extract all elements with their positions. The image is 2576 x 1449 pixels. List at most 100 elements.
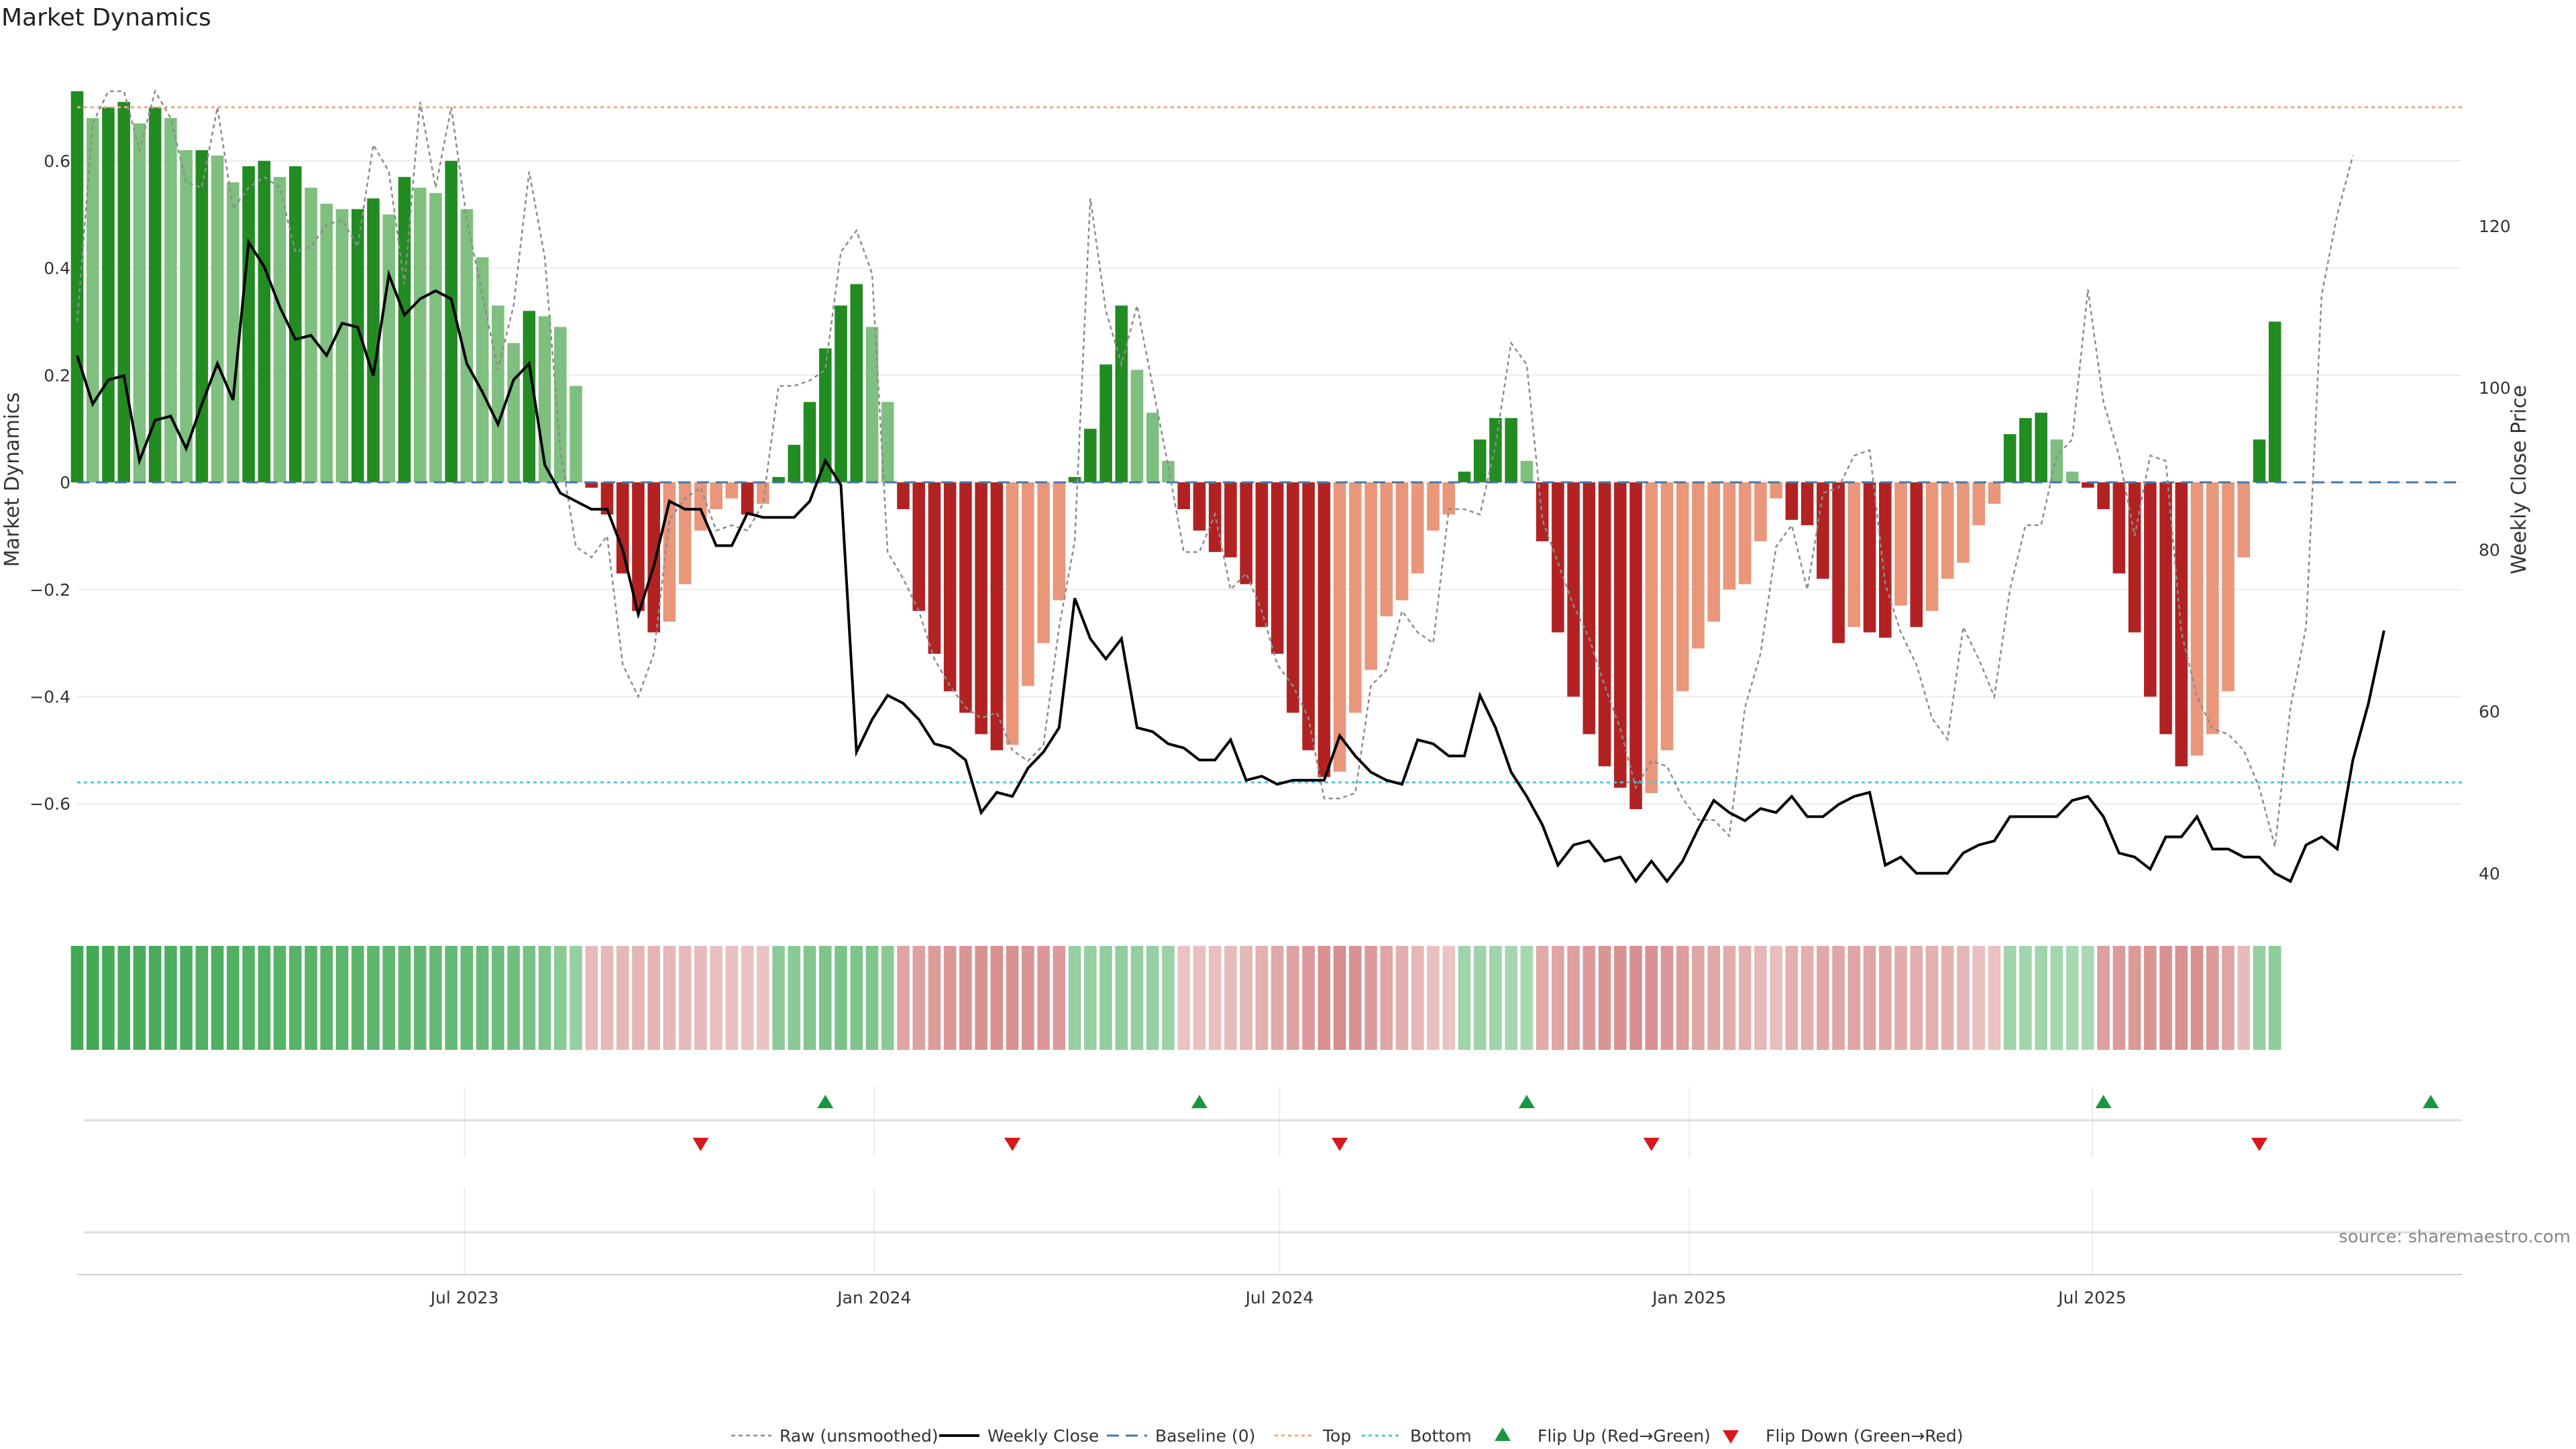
heat-cell [819,946,832,1050]
bar [2268,321,2282,483]
bar [1240,482,1252,584]
heat-cell [585,946,598,1050]
legend-label: Weekly Close [987,1426,1099,1446]
heat-cell [850,946,863,1050]
bar [850,284,863,483]
heat-cell [1832,946,1845,1050]
bar [1645,482,1658,794]
heat-cell [1972,946,1985,1050]
bar [1770,482,1782,498]
bar [1817,482,1829,579]
bar [1738,482,1752,584]
heat-cell [1333,946,1346,1050]
bar [117,101,130,483]
heat-cell [975,946,987,1050]
bar [335,209,349,483]
heat-cell [1645,946,1658,1050]
heat-cell [1801,946,1814,1050]
legend-item-baseline: Baseline (0) [1107,1426,1255,1446]
heat-cell [1364,946,1377,1050]
bar [1302,482,1315,751]
bar [1879,482,1892,638]
bar [195,150,209,483]
heat-cell [788,946,801,1050]
heat-cell [70,946,84,1050]
heat-cell [2268,946,2282,1050]
heat-cell [273,946,286,1050]
heat-cell [1629,946,1642,1050]
bar [1847,482,1861,627]
heat-cell [413,946,427,1050]
bar [1130,370,1144,483]
heat-cell [1473,946,1487,1050]
bar [585,482,598,488]
flip-up-marker [2422,1095,2439,1108]
heat-cell [710,946,722,1050]
heat-cell [1957,946,1970,1050]
bar [1707,482,1720,622]
y-tick-label: −0.6 [30,794,70,814]
heat-cell [616,946,629,1050]
y-axis-label: Market Dynamics [1,392,24,568]
legend-label: Bottom [1410,1426,1472,1446]
heat-cell [460,946,474,1050]
bar [1785,482,1799,520]
heat-cell [990,946,1004,1050]
heat-cell [772,946,785,1050]
heat-cell [1037,946,1050,1050]
bar [1115,305,1128,483]
legend-label: Flip Up (Red→Green) [1538,1426,1711,1446]
heat-cell [1442,946,1455,1050]
bar [492,305,504,483]
heat-cell [2253,946,2266,1050]
heat-cell [1146,946,1159,1050]
heat-cell [2190,946,2204,1050]
heat-cell [632,946,645,1050]
heat-cell [928,946,941,1050]
flip-up-marker [2095,1095,2112,1108]
bar [180,150,193,483]
heat-cell [959,946,972,1050]
heat-cell [1707,946,1720,1050]
legend-symbol-flip-down-icon [1723,1430,1739,1444]
bar [1162,461,1175,483]
heat-cell [148,946,162,1050]
bar [1723,482,1736,590]
x-tick-label: Jan 2025 [1651,1288,1726,1307]
y-tick-label: 0.2 [44,366,70,385]
heat-cell [398,946,411,1050]
bar [2222,482,2235,692]
heat-cell [1660,946,1674,1050]
heat-cell [335,946,349,1050]
heat-cell [117,946,130,1050]
bar [1255,482,1269,627]
flip-down-marker [2251,1138,2267,1151]
bar [1754,482,1767,541]
bar [1287,482,1299,713]
heat-cell [1925,946,1939,1050]
heat-cell [663,946,676,1050]
heat-cell [476,946,489,1050]
heat-cell [1536,946,1549,1050]
heat-cell [1598,946,1611,1050]
heat-cell [912,946,925,1050]
heat-cell [1723,946,1736,1050]
heat-cell [2237,946,2250,1050]
bar [1629,482,1642,810]
heat-cell [227,946,239,1050]
bar [1489,418,1502,483]
heat-cell [647,946,660,1050]
bar [1676,482,1689,692]
heat-cell [1349,946,1362,1050]
heat-cell [382,946,395,1050]
y2-tick-label: 60 [2479,702,2500,722]
heat-cell [492,946,504,1050]
bar [1614,482,1627,788]
bar [2237,482,2250,557]
heat-cell [1099,946,1112,1050]
bar [413,187,427,483]
heat-cell [1271,946,1284,1050]
bar [1380,482,1393,616]
bar [445,160,458,483]
bar [258,160,271,483]
